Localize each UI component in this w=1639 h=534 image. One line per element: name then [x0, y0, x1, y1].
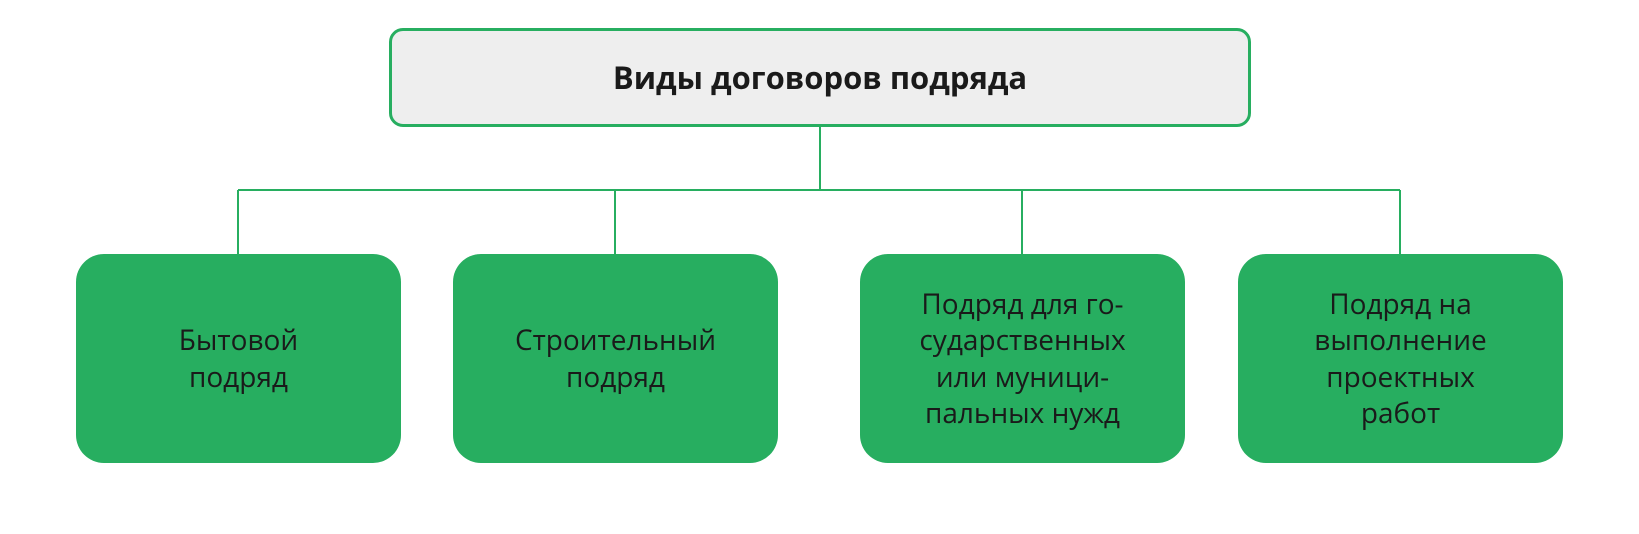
tree-diagram: Виды договоров подряда Бытовой подряд Ст…: [0, 0, 1639, 534]
child-label: Строительный подряд: [515, 322, 716, 395]
child-label: Бытовой подряд: [179, 322, 298, 395]
child-label: Подряд для го- сударственных или муници-…: [919, 286, 1125, 432]
root-node: Виды договоров подряда: [389, 28, 1251, 127]
child-node-household: Бытовой подряд: [76, 254, 401, 463]
root-label: Виды договоров подряда: [613, 57, 1027, 99]
child-node-project: Подряд на выполнение проектных работ: [1238, 254, 1563, 463]
child-node-government: Подряд для го- сударственных или муници-…: [860, 254, 1185, 463]
child-node-construction: Строительный подряд: [453, 254, 778, 463]
child-label: Подряд на выполнение проектных работ: [1314, 286, 1487, 432]
